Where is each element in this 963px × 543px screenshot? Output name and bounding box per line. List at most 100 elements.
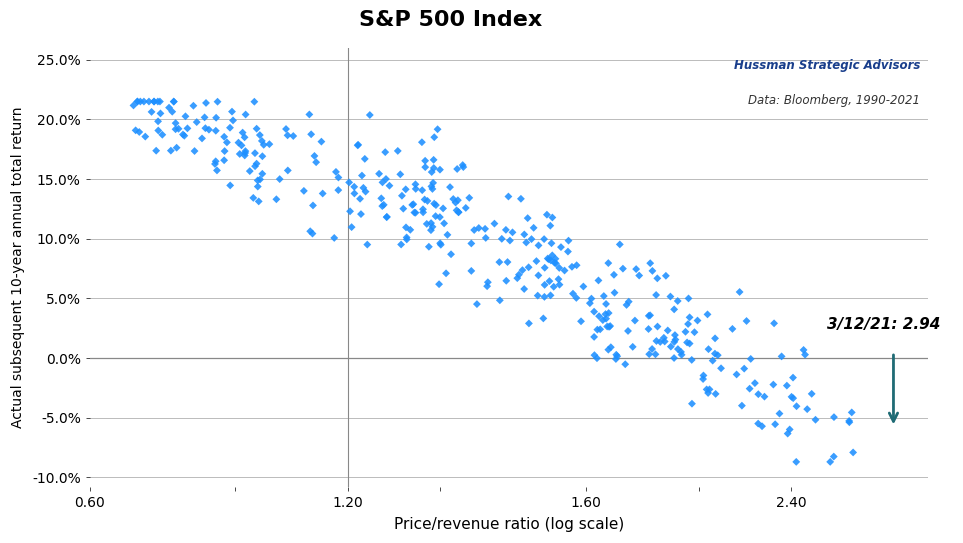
Point bbox=[492, 296, 508, 305]
Point bbox=[524, 235, 539, 243]
Text: Hussman Strategic Advisors: Hussman Strategic Advisors bbox=[734, 59, 920, 72]
Point bbox=[695, 375, 711, 383]
Point bbox=[687, 328, 702, 337]
Point bbox=[280, 131, 296, 140]
Point bbox=[443, 250, 458, 258]
Point bbox=[180, 124, 195, 132]
Point bbox=[576, 282, 591, 291]
Point bbox=[560, 236, 576, 245]
Point bbox=[596, 292, 612, 300]
Point bbox=[436, 219, 452, 228]
Point bbox=[584, 294, 599, 303]
Point bbox=[449, 206, 464, 214]
Point bbox=[640, 325, 656, 333]
Point bbox=[314, 137, 329, 146]
Point bbox=[150, 117, 166, 125]
Point bbox=[162, 103, 177, 112]
Point bbox=[664, 342, 679, 351]
Point bbox=[641, 312, 657, 320]
Point bbox=[750, 419, 766, 428]
Point bbox=[573, 317, 588, 326]
Point bbox=[393, 170, 408, 179]
Point bbox=[621, 298, 637, 306]
Point bbox=[196, 113, 212, 122]
Point bbox=[471, 224, 486, 232]
Point bbox=[330, 173, 346, 182]
Point bbox=[302, 227, 318, 236]
Point bbox=[590, 276, 606, 285]
Point bbox=[797, 350, 813, 359]
Point bbox=[734, 401, 749, 410]
Text: 3/12/21: 2.94: 3/12/21: 2.94 bbox=[827, 318, 941, 332]
Point bbox=[681, 320, 696, 329]
Point bbox=[166, 97, 181, 106]
Point bbox=[372, 169, 387, 178]
Point bbox=[424, 219, 439, 228]
Point bbox=[747, 379, 763, 388]
Point bbox=[426, 179, 441, 187]
Point bbox=[262, 140, 277, 148]
Point bbox=[656, 333, 671, 342]
Point bbox=[499, 276, 514, 285]
Point bbox=[450, 196, 465, 205]
Point bbox=[536, 235, 552, 243]
Point bbox=[187, 147, 202, 155]
Point bbox=[480, 282, 495, 291]
Point bbox=[428, 212, 443, 220]
Point bbox=[699, 385, 715, 394]
Point bbox=[424, 168, 439, 176]
Point bbox=[732, 288, 747, 296]
Point bbox=[429, 201, 444, 210]
Point bbox=[379, 212, 395, 221]
Point bbox=[248, 159, 264, 168]
Point bbox=[415, 205, 430, 213]
Point bbox=[681, 294, 696, 303]
Point bbox=[362, 111, 377, 119]
Point bbox=[714, 364, 729, 372]
Point bbox=[520, 214, 535, 223]
Point bbox=[406, 208, 422, 217]
Point bbox=[247, 162, 263, 171]
Point bbox=[768, 420, 783, 428]
Point bbox=[536, 293, 552, 301]
Point bbox=[667, 335, 683, 344]
Point bbox=[684, 356, 699, 364]
Point bbox=[547, 258, 562, 267]
Point bbox=[743, 355, 759, 363]
Point bbox=[648, 291, 664, 299]
Point bbox=[150, 97, 166, 106]
Point bbox=[551, 275, 566, 283]
Point bbox=[330, 186, 346, 194]
Point bbox=[425, 185, 440, 193]
Point bbox=[799, 405, 815, 414]
Point bbox=[168, 125, 183, 134]
Point bbox=[707, 349, 722, 358]
Point bbox=[209, 166, 224, 175]
Point bbox=[403, 225, 418, 234]
Point bbox=[225, 116, 241, 125]
Point bbox=[461, 193, 477, 202]
Point bbox=[710, 351, 725, 359]
Point bbox=[414, 186, 429, 194]
Point bbox=[446, 194, 461, 203]
Point bbox=[432, 213, 448, 222]
Point bbox=[619, 301, 635, 310]
Point bbox=[315, 189, 330, 198]
Point bbox=[649, 337, 664, 345]
Point bbox=[254, 169, 270, 178]
Point bbox=[433, 241, 449, 249]
Point bbox=[438, 269, 454, 277]
Point bbox=[552, 263, 567, 272]
Point bbox=[529, 257, 544, 266]
Point bbox=[415, 208, 430, 217]
Point bbox=[234, 141, 249, 150]
Point bbox=[254, 137, 270, 146]
Point bbox=[842, 418, 857, 427]
Point bbox=[674, 350, 690, 359]
Point bbox=[592, 325, 608, 333]
Point bbox=[666, 353, 682, 362]
Point bbox=[708, 389, 723, 398]
Point bbox=[217, 132, 232, 141]
Point bbox=[842, 416, 857, 425]
Point bbox=[780, 429, 795, 438]
